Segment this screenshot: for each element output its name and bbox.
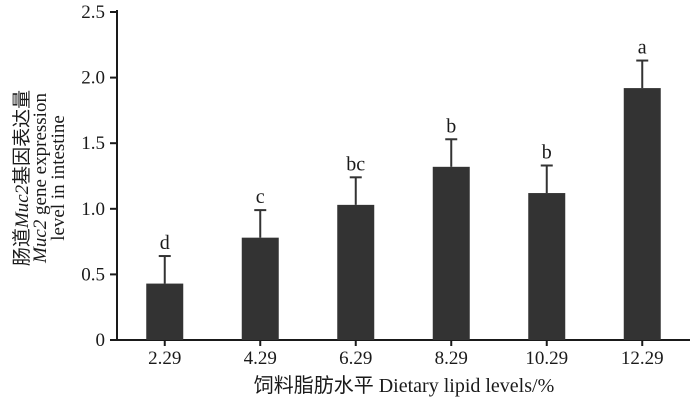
x-tick-label: 12.29 xyxy=(621,348,664,369)
y-tick-label: 1.5 xyxy=(81,133,105,154)
x-tick-label: 2.29 xyxy=(148,348,181,369)
x-tick-label: 4.29 xyxy=(244,348,277,369)
significance-letter: d xyxy=(160,232,170,254)
y-axis-title-run: 基因表达量 xyxy=(11,90,33,185)
significance-letter: bc xyxy=(346,153,365,175)
x-tick-label: 10.29 xyxy=(525,348,568,369)
y-axis-title-run: Muc2 xyxy=(30,219,51,264)
bar xyxy=(146,283,184,340)
bar xyxy=(432,166,470,340)
significance-letter: b xyxy=(542,142,552,164)
y-axis-title-run: level in intestine xyxy=(48,115,69,241)
significance-letter: b xyxy=(446,115,456,137)
y-tick-label: 0 xyxy=(96,330,106,351)
y-tick-label: 2.0 xyxy=(81,68,105,89)
x-axis-title: 饲料脂肪水平 Dietary lipid levels/% xyxy=(254,374,555,397)
x-tick-label: 6.29 xyxy=(339,348,372,369)
y-axis-title-line: Muc2 gene expression xyxy=(30,93,51,264)
bar xyxy=(337,204,375,340)
y-axis-title-run: Muc2 xyxy=(12,184,33,229)
bar xyxy=(241,237,279,340)
significance-letter: a xyxy=(638,37,647,59)
bar xyxy=(528,193,566,340)
bar xyxy=(623,88,661,340)
y-tick-label: 2.5 xyxy=(81,2,105,23)
y-axis-title-line: 肠道Muc2基因表达量 xyxy=(11,90,33,266)
significance-letter: c xyxy=(256,186,265,208)
x-tick-label: 8.29 xyxy=(435,348,468,369)
y-axis-title-line: level in intestine xyxy=(48,115,69,241)
y-axis-title-run: 肠道 xyxy=(11,228,33,266)
y-tick-label: 0.5 xyxy=(81,264,105,285)
y-tick-label: 1.0 xyxy=(81,199,105,220)
y-axis-title-run: gene expression xyxy=(30,93,51,220)
